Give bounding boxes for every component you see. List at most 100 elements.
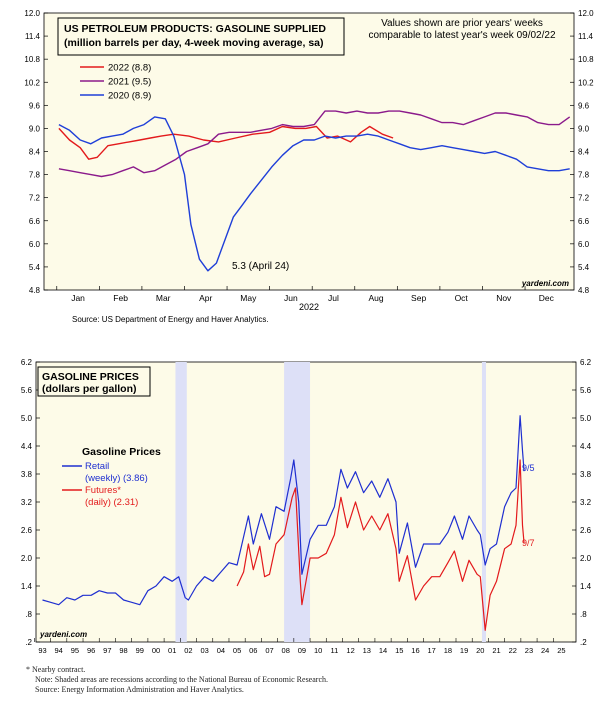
y-tick-label-left: 9.0 (29, 124, 41, 133)
series-line-1 (236, 459, 525, 631)
x-tick-label: 04 (217, 646, 225, 655)
y-tick-label-right: 7.2 (578, 194, 590, 203)
footnote-2: Note: Shaded areas are recessions accord… (35, 675, 328, 684)
svg-text:comparable to latest year's we: comparable to latest year's week 09/02/2… (368, 30, 555, 41)
y-tick-label-right: 5.4 (578, 263, 590, 272)
x-tick-label: Jun (284, 293, 298, 303)
x-tick-label: May (240, 293, 257, 303)
y-tick-label-right: 6.6 (578, 217, 590, 226)
x-tick-label: 07 (265, 646, 273, 655)
y-tick-label-left: 11.4 (25, 32, 41, 41)
legend-label-futures: Futures* (85, 485, 121, 496)
x-tick-label: 11 (330, 646, 338, 655)
x-tick-label: 06 (249, 646, 257, 655)
source-text: Source: US Department of Energy and Have… (72, 315, 269, 324)
y-tick-label-left: 3.2 (21, 498, 33, 507)
x-tick-label: 17 (428, 646, 436, 655)
y-tick-label-left: 6.6 (29, 217, 41, 226)
y-tick-label-left: 7.8 (29, 171, 41, 180)
y-tick-label-left: 7.2 (29, 194, 41, 203)
x-tick-label: 94 (55, 646, 63, 655)
y-tick-label-right: 11.4 (578, 32, 594, 41)
x-tick-label: Jul (328, 293, 339, 303)
x-tick-label: 05 (233, 646, 241, 655)
x-tick-label: Oct (455, 293, 469, 303)
watermark: yardeni.com (39, 630, 87, 639)
x-tick-label: 96 (87, 646, 95, 655)
x-tick-label: Sep (411, 293, 426, 303)
y-tick-label-right: 2.0 (580, 554, 592, 563)
y-tick-label-left: 8.4 (29, 148, 41, 157)
recession-band (481, 362, 486, 642)
chart-subtitle: (million barrels per day, 4-week moving … (64, 37, 324, 49)
y-tick-label-left: .8 (25, 610, 32, 619)
y-tick-label-left: 5.6 (21, 386, 33, 395)
title-box (37, 366, 151, 397)
y-tick-label-left: 6.2 (21, 358, 33, 367)
y-tick-label-right: 3.2 (580, 498, 592, 507)
recession-band (175, 362, 187, 642)
x-tick-label: 01 (168, 646, 176, 655)
recession-band (284, 362, 311, 642)
x-tick-label: 10 (314, 646, 322, 655)
y-tick-label-left: 4.8 (29, 286, 41, 295)
chart-title: GASOLINE PRICES (42, 371, 139, 383)
y-tick-label-left: 10.8 (24, 55, 40, 64)
y-tick-label-right: 10.8 (578, 55, 594, 64)
legend-label-0: 2022 (8.8) (108, 63, 151, 74)
y-tick-label-right: 6.2 (580, 358, 592, 367)
x-tick-label: 99 (136, 646, 144, 655)
y-tick-label-left: 4.4 (21, 442, 33, 451)
y-tick-label-right: 3.8 (580, 470, 592, 479)
legend-label-2: 2020 (8.9) (108, 91, 151, 102)
x-tick-label: 02 (184, 646, 192, 655)
x-tick-label: 14 (379, 646, 387, 655)
x-tick-label: 08 (282, 646, 290, 655)
y-tick-label-right: 8.4 (578, 148, 590, 157)
y-tick-label-right: 5.0 (580, 414, 592, 423)
footnote-3: Source: Energy Information Administratio… (35, 685, 244, 694)
watermark: yardeni.com (521, 279, 569, 288)
y-tick-label-left: 6.0 (29, 240, 41, 249)
plot-area (43, 12, 575, 291)
y-tick-label-right: 7.8 (578, 171, 590, 180)
y-tick-label-left: 12.0 (24, 9, 40, 18)
footnotes: * Nearby contract. Note: Shaded areas ar… (26, 665, 328, 695)
legend-label-1: 2021 (9.5) (108, 77, 151, 88)
x-tick-label: 12 (346, 646, 354, 655)
legend-label-retail-sub: (weekly) (3.86) (85, 473, 148, 484)
y-tick-label-right: 5.6 (580, 386, 592, 395)
x-tick-label: Apr (199, 293, 212, 303)
legend-title: Gasoline Prices (82, 446, 161, 458)
y-tick-label-left: 5.4 (29, 263, 41, 272)
x-tick-label: 98 (119, 646, 127, 655)
x-tick-label: Aug (368, 293, 383, 303)
series-line-2 (58, 116, 570, 272)
x-tick-label: Dec (539, 293, 555, 303)
y-tick-label-right: 9.0 (578, 124, 590, 133)
legend-label-futures-sub: (daily) (2.31) (85, 497, 138, 508)
chart-subtitle: (dollars per gallon) (42, 383, 137, 395)
x-tick-label: 22 (509, 646, 517, 655)
x-tick-label: 23 (525, 646, 533, 655)
y-tick-label-left: 10.2 (24, 78, 40, 87)
gasoline-supplied-chart: 4.8 4.8 5.4 5.4 6.0 6.0 6.6 6.6 7.2 7.2 7.8 7.8 8.4 8… (24, 9, 594, 324)
x-tick-label: 20 (476, 646, 484, 655)
chart-title: US PETROLEUM PRODUCTS: GASOLINE SUPPLIED (64, 23, 326, 35)
y-tick-label-left: 9.6 (29, 101, 41, 110)
x-tick-label: Jan (71, 293, 85, 303)
y-tick-label-left: 3.8 (21, 470, 33, 479)
x-tick-label: Feb (113, 293, 128, 303)
x-axis-year-label: 2022 (299, 302, 319, 312)
x-tick-label: Mar (156, 293, 171, 303)
title-box (57, 17, 345, 56)
legend: 2022 (8.8) 2021 (9.5) 2020 (8.9) (80, 63, 151, 102)
legend-label-retail: Retail (85, 461, 109, 472)
x-tick-label: 93 (38, 646, 46, 655)
y-tick-label-right: .8 (580, 610, 587, 619)
x-tick-label: 15 (395, 646, 403, 655)
y-tick-label-right: 1.4 (580, 582, 592, 591)
y-tick-label-left: 2.0 (21, 554, 33, 563)
note-text: Values shown are prior years' weeks comp… (368, 18, 555, 41)
series-line-0 (42, 415, 525, 606)
